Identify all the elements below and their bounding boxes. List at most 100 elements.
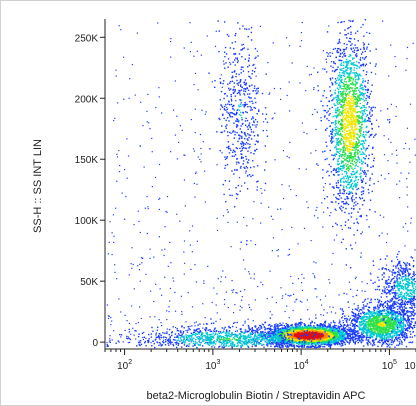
data-point bbox=[219, 318, 221, 320]
data-point bbox=[337, 148, 340, 150]
data-point bbox=[348, 160, 351, 162]
data-point bbox=[280, 330, 283, 332]
data-point bbox=[173, 280, 175, 282]
data-point bbox=[247, 341, 249, 344]
data-point bbox=[300, 345, 302, 347]
data-point bbox=[264, 327, 266, 329]
data-point bbox=[318, 331, 320, 334]
data-point bbox=[309, 333, 311, 335]
data-point bbox=[334, 312, 337, 314]
data-point bbox=[357, 120, 359, 123]
data-point bbox=[338, 322, 340, 324]
data-point bbox=[341, 98, 344, 101]
data-point bbox=[264, 189, 266, 191]
data-point bbox=[324, 321, 326, 323]
data-point bbox=[301, 328, 303, 330]
data-point bbox=[180, 295, 183, 297]
data-point bbox=[158, 163, 161, 166]
data-point bbox=[315, 343, 317, 346]
data-point bbox=[287, 338, 289, 341]
data-point bbox=[250, 240, 252, 242]
data-point bbox=[335, 171, 337, 174]
data-point bbox=[289, 332, 291, 335]
data-point bbox=[274, 159, 276, 161]
data-point bbox=[346, 72, 349, 75]
data-point bbox=[327, 55, 329, 57]
data-point bbox=[204, 339, 206, 341]
data-point bbox=[196, 240, 198, 242]
data-point bbox=[326, 158, 328, 160]
data-point bbox=[240, 339, 242, 341]
data-point bbox=[289, 331, 291, 333]
data-point bbox=[330, 142, 333, 144]
data-point bbox=[219, 108, 222, 110]
data-point bbox=[155, 283, 157, 285]
data-point bbox=[316, 343, 318, 345]
data-point bbox=[350, 173, 352, 175]
data-point bbox=[345, 83, 348, 86]
data-point bbox=[360, 127, 362, 130]
data-point bbox=[339, 343, 341, 346]
data-point bbox=[331, 52, 334, 54]
data-point bbox=[310, 340, 312, 342]
data-point bbox=[122, 56, 125, 58]
data-point bbox=[340, 338, 342, 340]
data-point bbox=[354, 96, 357, 99]
data-point bbox=[321, 327, 324, 329]
data-point bbox=[297, 332, 299, 334]
data-point bbox=[359, 57, 362, 59]
data-point bbox=[290, 343, 292, 346]
data-point bbox=[322, 333, 325, 335]
data-point bbox=[242, 259, 245, 261]
data-point bbox=[342, 332, 344, 334]
data-point bbox=[308, 332, 310, 334]
data-point bbox=[193, 84, 195, 86]
data-point bbox=[341, 335, 343, 338]
data-point bbox=[336, 139, 338, 141]
data-point bbox=[310, 73, 312, 76]
data-point bbox=[326, 337, 329, 339]
data-point bbox=[147, 208, 149, 210]
data-point bbox=[365, 130, 367, 133]
data-point bbox=[332, 340, 335, 342]
data-point bbox=[282, 197, 285, 200]
data-point bbox=[169, 40, 172, 43]
data-point bbox=[396, 183, 398, 185]
data-point bbox=[275, 343, 278, 345]
data-point bbox=[139, 231, 141, 234]
data-point bbox=[379, 342, 381, 344]
data-point bbox=[338, 339, 341, 342]
data-point bbox=[143, 331, 145, 334]
data-point bbox=[139, 341, 141, 344]
data-point bbox=[347, 115, 349, 117]
data-point bbox=[321, 341, 324, 344]
data-point bbox=[332, 169, 335, 171]
data-point bbox=[350, 212, 353, 214]
data-point bbox=[333, 62, 335, 64]
data-point bbox=[344, 175, 347, 177]
data-point bbox=[339, 150, 341, 152]
data-point bbox=[310, 326, 312, 328]
data-point bbox=[111, 232, 113, 234]
data-point bbox=[335, 69, 337, 71]
data-point bbox=[329, 140, 332, 142]
data-point bbox=[312, 334, 314, 336]
data-point bbox=[331, 333, 333, 335]
data-point bbox=[361, 186, 363, 188]
data-point bbox=[351, 182, 354, 185]
data-point bbox=[324, 327, 326, 330]
data-point bbox=[284, 310, 286, 313]
data-point bbox=[223, 298, 226, 301]
data-point bbox=[292, 345, 294, 347]
data-point bbox=[333, 333, 335, 336]
data-point bbox=[223, 109, 226, 111]
data-point bbox=[326, 335, 328, 337]
data-point bbox=[340, 122, 342, 125]
data-point bbox=[356, 221, 359, 223]
data-point bbox=[322, 151, 324, 153]
data-point bbox=[266, 327, 269, 330]
data-point bbox=[360, 160, 363, 162]
data-point bbox=[111, 320, 113, 322]
data-point bbox=[352, 89, 354, 92]
data-point bbox=[316, 335, 319, 337]
